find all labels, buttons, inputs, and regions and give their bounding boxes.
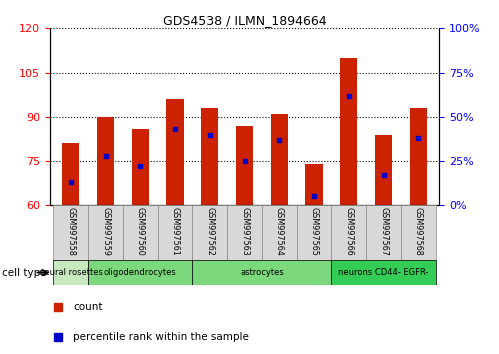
Text: GSM997559: GSM997559 — [101, 207, 110, 256]
Text: cell type: cell type — [2, 268, 47, 278]
Bar — [193, 205, 227, 260]
Title: GDS4538 / ILMN_1894664: GDS4538 / ILMN_1894664 — [163, 14, 326, 27]
Bar — [270, 114, 288, 205]
Bar — [227, 205, 262, 260]
Text: GSM997562: GSM997562 — [205, 207, 214, 256]
Text: GSM997565: GSM997565 — [309, 207, 318, 256]
Text: GSM997561: GSM997561 — [171, 207, 180, 256]
Bar — [53, 205, 88, 260]
Text: neurons CD44- EGFR-: neurons CD44- EGFR- — [338, 268, 429, 277]
Text: GSM997558: GSM997558 — [66, 207, 75, 256]
Bar — [305, 164, 323, 205]
Bar — [410, 108, 427, 205]
Text: GSM997564: GSM997564 — [275, 207, 284, 256]
Text: GSM997568: GSM997568 — [414, 207, 423, 256]
Bar — [88, 205, 123, 260]
Bar — [401, 205, 436, 260]
Bar — [53, 260, 88, 285]
Bar — [262, 205, 296, 260]
Bar — [366, 205, 401, 260]
Bar — [193, 260, 331, 285]
Text: GSM997560: GSM997560 — [136, 207, 145, 256]
Bar — [375, 135, 392, 205]
Bar — [331, 260, 436, 285]
Bar — [62, 143, 79, 205]
Bar — [340, 58, 357, 205]
Bar — [123, 205, 158, 260]
Bar — [296, 205, 331, 260]
Bar — [158, 205, 193, 260]
Bar — [132, 129, 149, 205]
Text: neural rosettes: neural rosettes — [39, 268, 103, 277]
Bar — [331, 205, 366, 260]
Text: oligodendrocytes: oligodendrocytes — [104, 268, 177, 277]
Bar — [236, 126, 253, 205]
Text: percentile rank within the sample: percentile rank within the sample — [73, 332, 249, 342]
Bar — [166, 99, 184, 205]
Bar — [201, 108, 219, 205]
Bar — [97, 117, 114, 205]
Text: GSM997567: GSM997567 — [379, 207, 388, 256]
Text: GSM997563: GSM997563 — [240, 207, 249, 256]
Text: count: count — [73, 302, 103, 312]
Text: astrocytes: astrocytes — [240, 268, 284, 277]
Bar — [88, 260, 193, 285]
Text: GSM997566: GSM997566 — [344, 207, 353, 256]
